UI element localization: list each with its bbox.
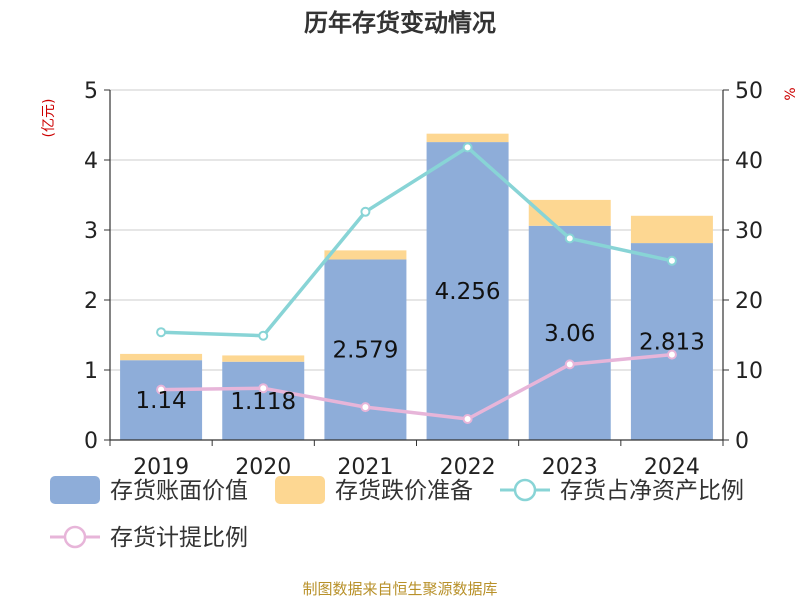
bar-data-label: 4.256 bbox=[435, 279, 501, 305]
source-note: 制图数据来自恒生聚源数据库 bbox=[302, 580, 497, 598]
bar-data-label: 1.118 bbox=[230, 389, 296, 415]
left-axis-tick-label: 3 bbox=[84, 219, 98, 244]
bar-impairment-provision bbox=[222, 355, 305, 362]
left-axis-tick-label: 2 bbox=[84, 289, 98, 314]
bar-impairment-provision bbox=[630, 215, 713, 244]
right-axis-tick-label: 50 bbox=[735, 79, 763, 104]
right-axis-unit: % bbox=[783, 87, 799, 100]
left-axis-tick-label: 0 bbox=[84, 429, 98, 454]
left-axis-tick-label: 1 bbox=[84, 359, 98, 384]
left-axis-tick-label: 4 bbox=[84, 149, 98, 174]
line-point bbox=[258, 383, 269, 394]
legend-label: 存货占净资产比例 bbox=[560, 478, 744, 504]
x-axis-tick-label: 2019 bbox=[133, 455, 189, 480]
line-point bbox=[156, 384, 167, 395]
right-axis-tick-label: 40 bbox=[735, 149, 763, 174]
legend-marker bbox=[63, 525, 87, 549]
line-point bbox=[462, 414, 473, 424]
bar-book-value bbox=[120, 360, 203, 440]
x-axis-tick-label: 2021 bbox=[337, 455, 393, 480]
line-point bbox=[666, 349, 677, 360]
left-axis-tick-label: 5 bbox=[84, 79, 98, 104]
right-axis-tick-label: 20 bbox=[735, 289, 763, 314]
bar-data-label: 2.813 bbox=[639, 330, 705, 356]
line-point bbox=[462, 142, 473, 153]
line-provision-ratio bbox=[161, 352, 673, 421]
lines-layer bbox=[156, 142, 677, 424]
right-axis-tick-label: 10 bbox=[735, 359, 763, 384]
bar-book-value bbox=[630, 243, 713, 440]
chart-title: 历年存货变动情况 bbox=[304, 9, 496, 37]
legend-item: 存货账面价值 bbox=[50, 476, 248, 504]
line-point bbox=[564, 359, 575, 370]
left-axis-unit: (亿元) bbox=[41, 99, 57, 138]
x-axis-tick-label: 2023 bbox=[542, 455, 598, 480]
right-axis-tick-label: 30 bbox=[735, 219, 763, 244]
bar-book-value bbox=[528, 225, 611, 440]
bar-impairment-provision bbox=[120, 353, 203, 361]
legend-item: 存货计提比例 bbox=[50, 525, 248, 551]
line-point bbox=[258, 330, 269, 341]
x-axis-tick-label: 2022 bbox=[440, 455, 496, 480]
legend-label: 存货跌价准备 bbox=[335, 478, 473, 504]
bar-book-value bbox=[222, 361, 305, 440]
bar-impairment-provision bbox=[324, 250, 407, 260]
line-point bbox=[156, 327, 167, 338]
legend-item: 存货跌价准备 bbox=[275, 476, 473, 504]
bar-data-label: 2.579 bbox=[332, 338, 398, 364]
legend-marker bbox=[513, 478, 537, 502]
line-point bbox=[360, 206, 371, 217]
legend-swatch bbox=[275, 476, 325, 504]
legend-label: 存货账面价值 bbox=[110, 478, 248, 504]
line-point bbox=[666, 255, 677, 266]
line-point bbox=[360, 402, 371, 413]
data-labels-layer: 1.14 1.118 2.579 4.256 3.06 2.813 bbox=[135, 279, 704, 415]
x-axis-tick-label: 2024 bbox=[644, 455, 700, 480]
legend-item: 存货占净资产比例 bbox=[500, 478, 744, 504]
grid-lines bbox=[110, 89, 723, 371]
line-point bbox=[564, 233, 575, 244]
legend-label: 存货计提比例 bbox=[110, 525, 248, 551]
bar-data-label: 3.06 bbox=[544, 321, 595, 347]
bar-book-value bbox=[426, 142, 509, 440]
bar-impairment-provision bbox=[426, 133, 509, 143]
bar-data-label: 1.14 bbox=[135, 388, 186, 414]
right-axis-tick-label: 0 bbox=[735, 429, 749, 454]
legend-swatch bbox=[50, 476, 100, 504]
line-inventory-to-net-assets bbox=[161, 145, 673, 338]
x-axis-tick-label: 2020 bbox=[235, 455, 291, 480]
